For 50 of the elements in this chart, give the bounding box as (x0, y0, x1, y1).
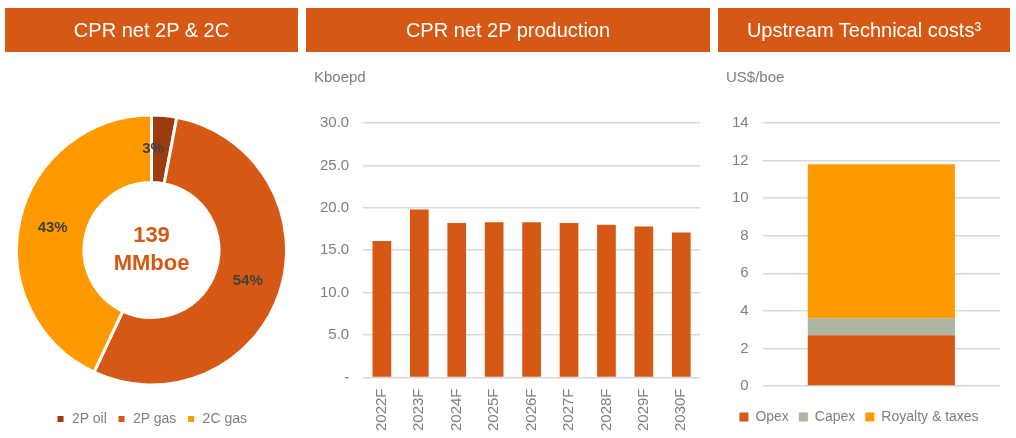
y-tick-label: 8 (740, 225, 749, 243)
y-tick-label: 5.0 (328, 325, 350, 343)
x-tick-label: 2023F (409, 388, 427, 432)
legend-label: Opex (755, 407, 789, 424)
y-tick-label: 30.0 (319, 113, 350, 131)
legend-label: Capex (814, 407, 856, 424)
bar (447, 223, 467, 377)
bar (634, 226, 654, 377)
bar (807, 318, 955, 336)
y-axis-title: US$/boe (726, 68, 785, 85)
x-tick-label: 2030F (671, 388, 689, 432)
y-tick-label: 10 (732, 188, 749, 206)
x-tick-label: 2027F (559, 388, 577, 432)
data-label: 54% (232, 271, 263, 289)
y-tick-label: - (344, 367, 350, 385)
x-tick-label: 2026F (521, 388, 539, 432)
y-axis-title: Kboepd (314, 68, 366, 85)
bar (409, 209, 429, 377)
y-tick-label: 15.0 (319, 240, 350, 258)
chart-title: CPR net 2P production (306, 8, 710, 52)
bar (559, 223, 579, 377)
data-label: 43% (37, 218, 68, 236)
y-tick-label: 4 (740, 301, 749, 318)
x-tick-label: 2028F (596, 388, 614, 432)
legend-label: 2C gas (202, 409, 247, 426)
y-tick-label: 14 (732, 113, 749, 131)
y-tick-label: 12 (732, 150, 749, 168)
legend-label: 2P oil (72, 409, 107, 426)
x-tick-label: 2022F (372, 388, 390, 432)
legend-label: Royalty & taxes (881, 407, 979, 424)
y-tick-label: 25.0 (319, 155, 350, 173)
x-tick-label: 2025F (484, 388, 502, 432)
chart-title: Upstream Technical costs³ (718, 8, 1010, 52)
bar (372, 240, 392, 377)
x-tick-label: 2029F (634, 388, 652, 432)
bar (484, 222, 504, 377)
bar (807, 335, 955, 386)
x-tick-label: 2024F (446, 388, 464, 432)
y-tick-label: 20.0 (319, 197, 350, 215)
chart-title: CPR net 2P & 2C (5, 8, 298, 52)
bar (671, 232, 691, 377)
bar (807, 164, 955, 319)
legend-label: 2P gas (133, 409, 177, 426)
text: 139 MMboe (113, 222, 190, 276)
y-tick-label: 6 (740, 263, 749, 281)
y-tick-label: 2 (740, 338, 749, 356)
bar (597, 224, 616, 377)
y-tick-label: 0 (740, 376, 749, 394)
bar (522, 222, 541, 377)
y-tick-label: 10.0 (319, 282, 350, 300)
